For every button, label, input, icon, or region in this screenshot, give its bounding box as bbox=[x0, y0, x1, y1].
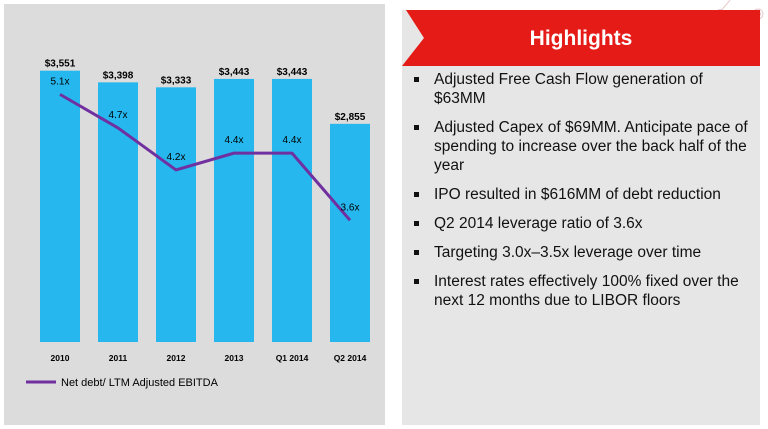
list-item-text: Interest rates effectively 100% fixed ov… bbox=[434, 273, 739, 309]
bar-2 bbox=[156, 87, 196, 342]
legend: Net debt/ LTM Adjusted EBITDA bbox=[26, 377, 219, 389]
list-item: Targeting 3.0x–3.5x leverage over time bbox=[412, 243, 754, 262]
bar-value-label: $3,443 bbox=[277, 67, 308, 78]
labels-layer: $3,551 $3,398 $3,333 $3,443 $3,443 $2,855 5.1x… bbox=[45, 59, 366, 214]
bullet-square-icon bbox=[414, 192, 419, 197]
leverage-line bbox=[59, 93, 352, 222]
bullet-square-icon bbox=[414, 125, 419, 130]
highlights-list: Adjusted Free Cash Flow generation of $6… bbox=[412, 70, 754, 320]
bar-1 bbox=[98, 82, 138, 343]
combo-chart: $3,551 $3,398 $3,333 $3,443 $3,443 $2,855 5.1x… bbox=[26, 59, 370, 389]
list-item-text: IPO resulted in $616MM of debt reduction bbox=[434, 186, 721, 203]
list-item-text: Adjusted Free Cash Flow generation of $6… bbox=[434, 71, 703, 107]
x-tick-label: 2013 bbox=[225, 353, 244, 363]
list-item-text: Q2 2014 leverage ratio of 3.6x bbox=[434, 215, 643, 232]
bar-3 bbox=[214, 78, 254, 342]
highlights-title: Highlights bbox=[529, 27, 633, 50]
x-tick-label: 2010 bbox=[51, 353, 70, 363]
legend-label: Net debt/ LTM Adjusted EBITDA bbox=[61, 377, 219, 389]
bullet-square-icon bbox=[414, 77, 419, 82]
x-tick-label: 2011 bbox=[109, 353, 128, 363]
bullet-square-icon bbox=[414, 250, 419, 255]
bar-4 bbox=[272, 78, 312, 342]
bar-value-label: $2,855 bbox=[335, 112, 366, 123]
bar-value-label: $3,443 bbox=[219, 67, 250, 78]
line-value-label: 4.4x bbox=[283, 135, 302, 146]
x-axis-ticks: 2010 2011 2012 2013 Q1 2014 Q2 2014 bbox=[51, 353, 367, 363]
bars-layer bbox=[40, 70, 370, 343]
highlights-banner bbox=[402, 10, 760, 66]
bar-5 bbox=[330, 123, 370, 342]
x-tick-label: Q1 2014 bbox=[276, 353, 309, 363]
line-value-label: 5.1x bbox=[51, 76, 70, 87]
line-value-label: 4.2x bbox=[167, 152, 186, 163]
line-layer bbox=[59, 93, 352, 222]
x-tick-label: Q2 2014 bbox=[334, 353, 367, 363]
highlights-panel: Highlights Adjusted Free Cash Flow gener… bbox=[402, 10, 760, 425]
bar-0 bbox=[40, 70, 80, 343]
bullet-square-icon bbox=[414, 279, 419, 284]
list-item: IPO resulted in $616MM of debt reduction bbox=[412, 185, 754, 204]
line-value-label: 4.4x bbox=[225, 135, 244, 146]
list-item: Q2 2014 leverage ratio of 3.6x bbox=[412, 214, 754, 233]
bullet-square-icon bbox=[414, 221, 419, 226]
bar-value-label: $3,551 bbox=[45, 59, 76, 70]
bar-value-label: $3,333 bbox=[161, 75, 192, 86]
x-tick-label: 2012 bbox=[167, 353, 186, 363]
bar-value-label: $3,398 bbox=[103, 70, 134, 81]
list-item-text: Adjusted Capex of $69MM. Anticipate pace… bbox=[434, 119, 748, 174]
list-item: Adjusted Capex of $69MM. Anticipate pace… bbox=[412, 118, 754, 175]
list-item-text: Targeting 3.0x–3.5x leverage over time bbox=[434, 244, 702, 261]
list-item: Interest rates effectively 100% fixed ov… bbox=[412, 272, 754, 310]
line-value-label: 4.7x bbox=[109, 110, 128, 121]
line-value-label: 3.6x bbox=[341, 202, 360, 213]
list-item: Adjusted Free Cash Flow generation of $6… bbox=[412, 70, 754, 108]
chart-panel: $3,551 $3,398 $3,333 $3,443 $3,443 $2,855 5.1x… bbox=[4, 4, 385, 425]
